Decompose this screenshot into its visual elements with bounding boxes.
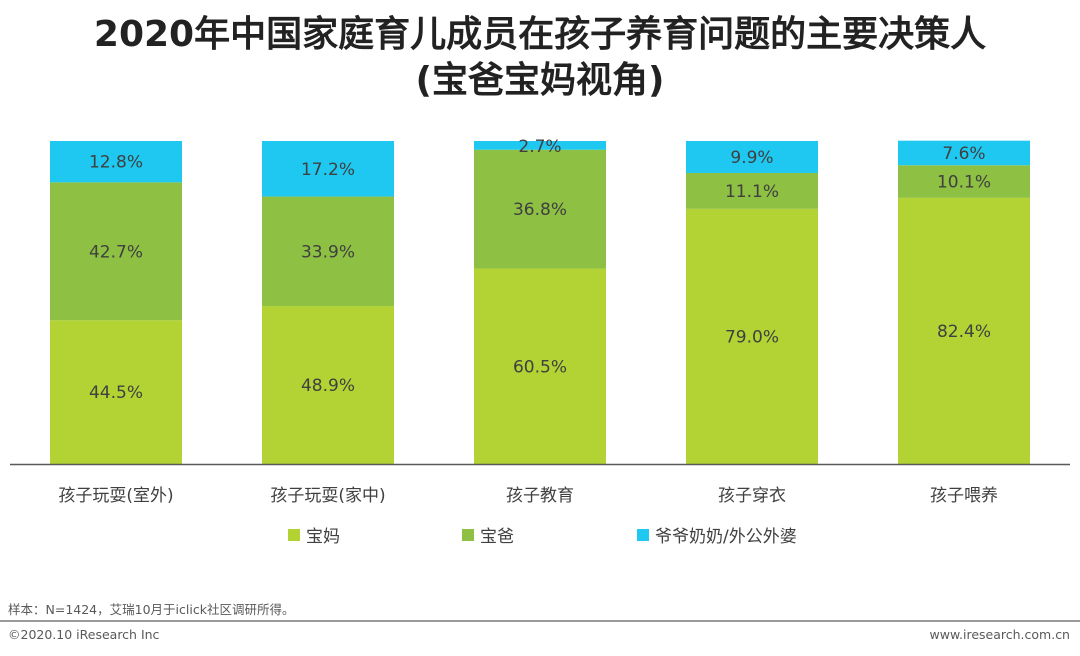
chart-title: 2020年中国家庭育儿成员在孩子养育问题的主要决策人 (宝爸宝妈视角)	[0, 12, 1080, 104]
sample-note: 样本：N=1424，艾瑞10月于iclick社区调研所得。	[8, 602, 295, 617]
data-label-0-1: 48.9%	[301, 376, 355, 396]
bar-segment-1-4	[898, 165, 1030, 198]
category-label-2: 孩子教育	[506, 486, 574, 506]
data-label-2-3: 9.9%	[730, 148, 773, 168]
category-label-4: 孩子喂养	[930, 486, 998, 506]
bar-segment-2-0	[50, 141, 182, 183]
website-link[interactable]: www.iresearch.com.cn	[929, 627, 1071, 642]
bar-segment-1-3	[686, 172, 818, 209]
bar-segment-1-0	[50, 182, 182, 321]
data-label-1-4: 10.1%	[937, 173, 991, 193]
legend-item-mom: 宝妈	[288, 522, 340, 547]
data-label-2-0: 12.8%	[89, 153, 143, 173]
data-label-0-4: 82.4%	[937, 322, 991, 342]
bar-segment-0-0	[50, 320, 182, 464]
bar-segment-0-2	[474, 268, 606, 464]
legend-swatch-grandparents	[637, 528, 649, 541]
legend-item-grandparents: 爷爷奶奶/外公外婆	[637, 522, 797, 547]
data-label-1-2: 36.8%	[513, 200, 567, 220]
stacked-bar-chart: 44.5% 42.7% 12.8% 孩子玩耍(室外) 48.9% 33.9% 17.2% 孩子…	[10, 137, 1070, 506]
data-label-2-2: 2.7%	[518, 137, 561, 157]
legend-label-mom: 宝妈	[306, 527, 340, 547]
data-label-0-2: 60.5%	[513, 357, 567, 377]
data-label-0-3: 79.0%	[725, 327, 779, 347]
chart-title-line-1: 2020年中国家庭育儿成员在孩子养育问题的主要决策人	[93, 14, 987, 55]
bar-segment-1-1	[262, 196, 394, 307]
data-label-1-1: 33.9%	[301, 242, 355, 262]
category-label-1: 孩子玩耍(家中)	[270, 486, 385, 506]
data-label-1-3: 11.1%	[725, 182, 779, 202]
bar-segment-2-2	[474, 141, 606, 150]
chart-legend: 宝妈 宝爸 爷爷奶奶/外公外婆	[0, 522, 1080, 550]
legend-label-grandparents: 爷爷奶奶/外公外婆	[655, 527, 797, 547]
copyright-text: ©2020.10 iResearch Inc	[8, 627, 160, 642]
bar-segment-2-1	[262, 141, 394, 197]
bar-segment-0-4	[898, 197, 1030, 464]
legend-item-dad: 宝爸	[462, 522, 514, 547]
bar-segment-0-1	[262, 306, 394, 464]
data-label-2-1: 17.2%	[301, 160, 355, 180]
legend-label-dad: 宝爸	[480, 527, 514, 547]
data-label-0-0: 44.5%	[89, 383, 143, 403]
bar-segment-2-4	[898, 140, 1030, 166]
footer-divider	[0, 620, 1080, 622]
bar-segment-1-2	[474, 149, 606, 269]
chart-title-line-2: (宝爸宝妈视角)	[415, 60, 665, 101]
category-label-0: 孩子玩耍(室外)	[58, 486, 173, 506]
category-label-3: 孩子穿衣	[718, 486, 786, 506]
data-label-2-4: 7.6%	[942, 144, 985, 164]
legend-swatch-mom	[288, 528, 300, 541]
legend-swatch-dad	[462, 528, 474, 541]
bar-segment-2-3	[686, 141, 818, 173]
bar-segment-0-3	[686, 208, 818, 464]
data-label-1-0: 42.7%	[89, 242, 143, 262]
